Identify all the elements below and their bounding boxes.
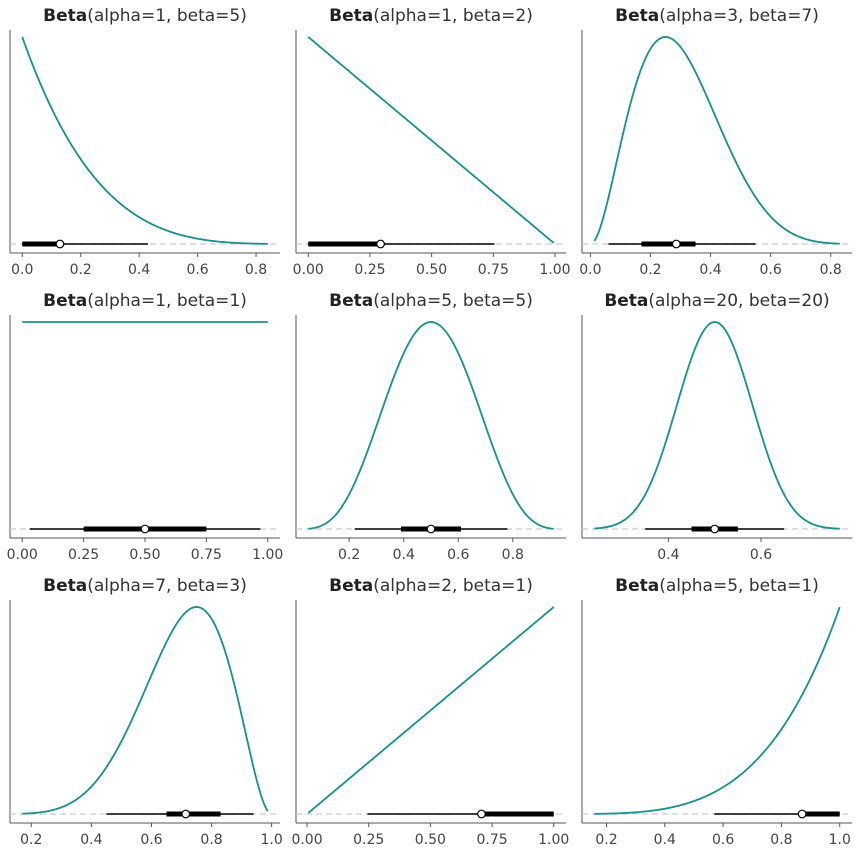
- median-point: [797, 809, 807, 819]
- panel-title: Beta(alpha=5, beta=1): [615, 576, 819, 596]
- pdf-curve: [307, 36, 555, 244]
- x-tick-label: 1.00: [539, 262, 570, 278]
- x-tick-label: 0.25: [353, 832, 384, 848]
- panel-6: Beta(alpha=20, beta=20) 0.4 0.6: [581, 291, 852, 563]
- panel-title: Beta(alpha=7, beta=3): [43, 576, 247, 596]
- x-tick-label: 0.8: [502, 547, 524, 563]
- x-tick-label: 0.2: [20, 832, 42, 848]
- panel-title: Beta(alpha=1, beta=5): [43, 6, 247, 26]
- x-tick-label: 0.2: [338, 547, 360, 563]
- x-tick-label: 0.6: [759, 262, 781, 278]
- pdf-curve: [593, 36, 840, 245]
- panel-title: Beta(alpha=20, beta=20): [604, 291, 829, 311]
- x-tick-label: 0.50: [129, 547, 160, 563]
- pdf-curve: [21, 36, 268, 245]
- title-distribution-name: Beta: [43, 6, 87, 26]
- x-tick-label: 0.00: [293, 262, 324, 278]
- x-tick-label: 0.50: [415, 832, 446, 848]
- x-tick-label: 0.2: [595, 832, 617, 848]
- median-point: [181, 809, 191, 819]
- median-point: [671, 239, 681, 249]
- median-point: [426, 524, 436, 534]
- title-distribution-name: Beta: [329, 291, 373, 311]
- title-parameters: (alpha=5, beta=5): [373, 291, 533, 311]
- title-parameters: (alpha=3, beta=7): [659, 6, 819, 26]
- title-distribution-name: Beta: [615, 6, 659, 26]
- median-point: [376, 239, 385, 249]
- pdf-curve: [307, 606, 555, 814]
- x-tick-label: 0.50: [416, 262, 447, 278]
- x-tick-label: 0.4: [654, 832, 676, 848]
- panel-5: Beta(alpha=5, beta=5) 0.2 0.4 0.6 0.8: [295, 291, 566, 563]
- x-tick-label: 0.6: [140, 832, 162, 848]
- title-parameters: (alpha=1, beta=5): [87, 6, 247, 26]
- x-tick-label: 0.00: [7, 547, 38, 563]
- pdf-curve: [22, 606, 269, 815]
- title-distribution-name: Beta: [604, 291, 648, 311]
- panel-title: Beta(alpha=1, beta=1): [43, 291, 247, 311]
- panel-4: Beta(alpha=1, beta=1) 0.00 0.25 0.50 0.75 1.0…: [7, 291, 284, 563]
- panel-3: Beta(alpha=3, beta=7) 0.0 0.2 0.4 0.6 0.8: [579, 6, 852, 278]
- x-tick-label: 0.25: [68, 547, 99, 563]
- x-tick-label: 0.4: [699, 262, 721, 278]
- x-tick-label: 0.25: [354, 262, 385, 278]
- x-tick-label: 0.8: [820, 262, 842, 278]
- median-point: [55, 239, 65, 249]
- title-distribution-name: Beta: [43, 291, 87, 311]
- x-tick-label: 0.8: [770, 832, 792, 848]
- panel-title: Beta(alpha=3, beta=7): [615, 6, 819, 26]
- title-distribution-name: Beta: [329, 576, 373, 596]
- median-point: [710, 524, 720, 534]
- x-tick-label: 0.00: [291, 832, 322, 848]
- x-tick-label: 0.4: [128, 262, 150, 278]
- x-tick-label: 0.6: [712, 832, 734, 848]
- x-tick-label: 1.00: [252, 547, 283, 563]
- x-tick-label: 0.4: [80, 832, 102, 848]
- x-tick-label: 0.6: [447, 547, 469, 563]
- x-tick-label: 0.6: [750, 547, 772, 563]
- title-distribution-name: Beta: [43, 576, 87, 596]
- title-parameters: (alpha=5, beta=1): [659, 576, 819, 596]
- median-point: [140, 524, 150, 534]
- x-tick-label: 0.2: [639, 262, 661, 278]
- title-parameters: (alpha=7, beta=3): [87, 576, 247, 596]
- x-tick-label: 1.0: [261, 832, 283, 848]
- x-tick-label: 0.4: [393, 547, 415, 563]
- panel-title: Beta(alpha=5, beta=5): [329, 291, 533, 311]
- x-tick-label: 0.75: [478, 262, 509, 278]
- title-distribution-name: Beta: [329, 6, 373, 26]
- x-tick-label: 0.0: [579, 262, 601, 278]
- x-tick-label: 1.0: [829, 832, 851, 848]
- title-parameters: (alpha=1, beta=2): [373, 6, 533, 26]
- title-distribution-name: Beta: [615, 576, 659, 596]
- x-tick-label: 0.0: [11, 262, 33, 278]
- x-tick-label: 0.8: [200, 832, 222, 848]
- panel-title: Beta(alpha=1, beta=2): [329, 6, 533, 26]
- panel-2: Beta(alpha=1, beta=2) 0.00 0.25 0.50 0.75 1.0…: [293, 6, 571, 278]
- x-tick-label: 0.6: [186, 262, 208, 278]
- x-tick-label: 0.2: [70, 262, 92, 278]
- pdf-curve: [594, 321, 840, 530]
- title-parameters: (alpha=1, beta=1): [87, 291, 247, 311]
- pdf-curve: [308, 321, 554, 530]
- title-parameters: (alpha=2, beta=1): [373, 576, 533, 596]
- x-tick-label: 1.00: [538, 832, 569, 848]
- x-tick-label: 0.8: [245, 262, 267, 278]
- x-tick-label: 0.75: [191, 547, 222, 563]
- x-tick-label: 0.4: [657, 547, 679, 563]
- panel-7: Beta(alpha=7, beta=3) 0.2 0.4 0.6 0.8 1.0: [9, 576, 283, 848]
- panel-9: Beta(alpha=5, beta=1) 0.2 0.4 0.6 0.8 1.0: [581, 576, 852, 848]
- median-point: [477, 809, 486, 819]
- x-tick-label: 0.75: [476, 832, 507, 848]
- title-parameters: (alpha=20, beta=20): [648, 291, 829, 311]
- panel-1: Beta(alpha=1, beta=5) 0.0 0.2 0.4 0.6 0.8: [9, 6, 280, 278]
- panel-8: Beta(alpha=2, beta=1) 0.00 0.25 0.50 0.75 1.0…: [291, 576, 569, 848]
- pdf-curve: [594, 606, 841, 815]
- panel-title: Beta(alpha=2, beta=1): [329, 576, 533, 596]
